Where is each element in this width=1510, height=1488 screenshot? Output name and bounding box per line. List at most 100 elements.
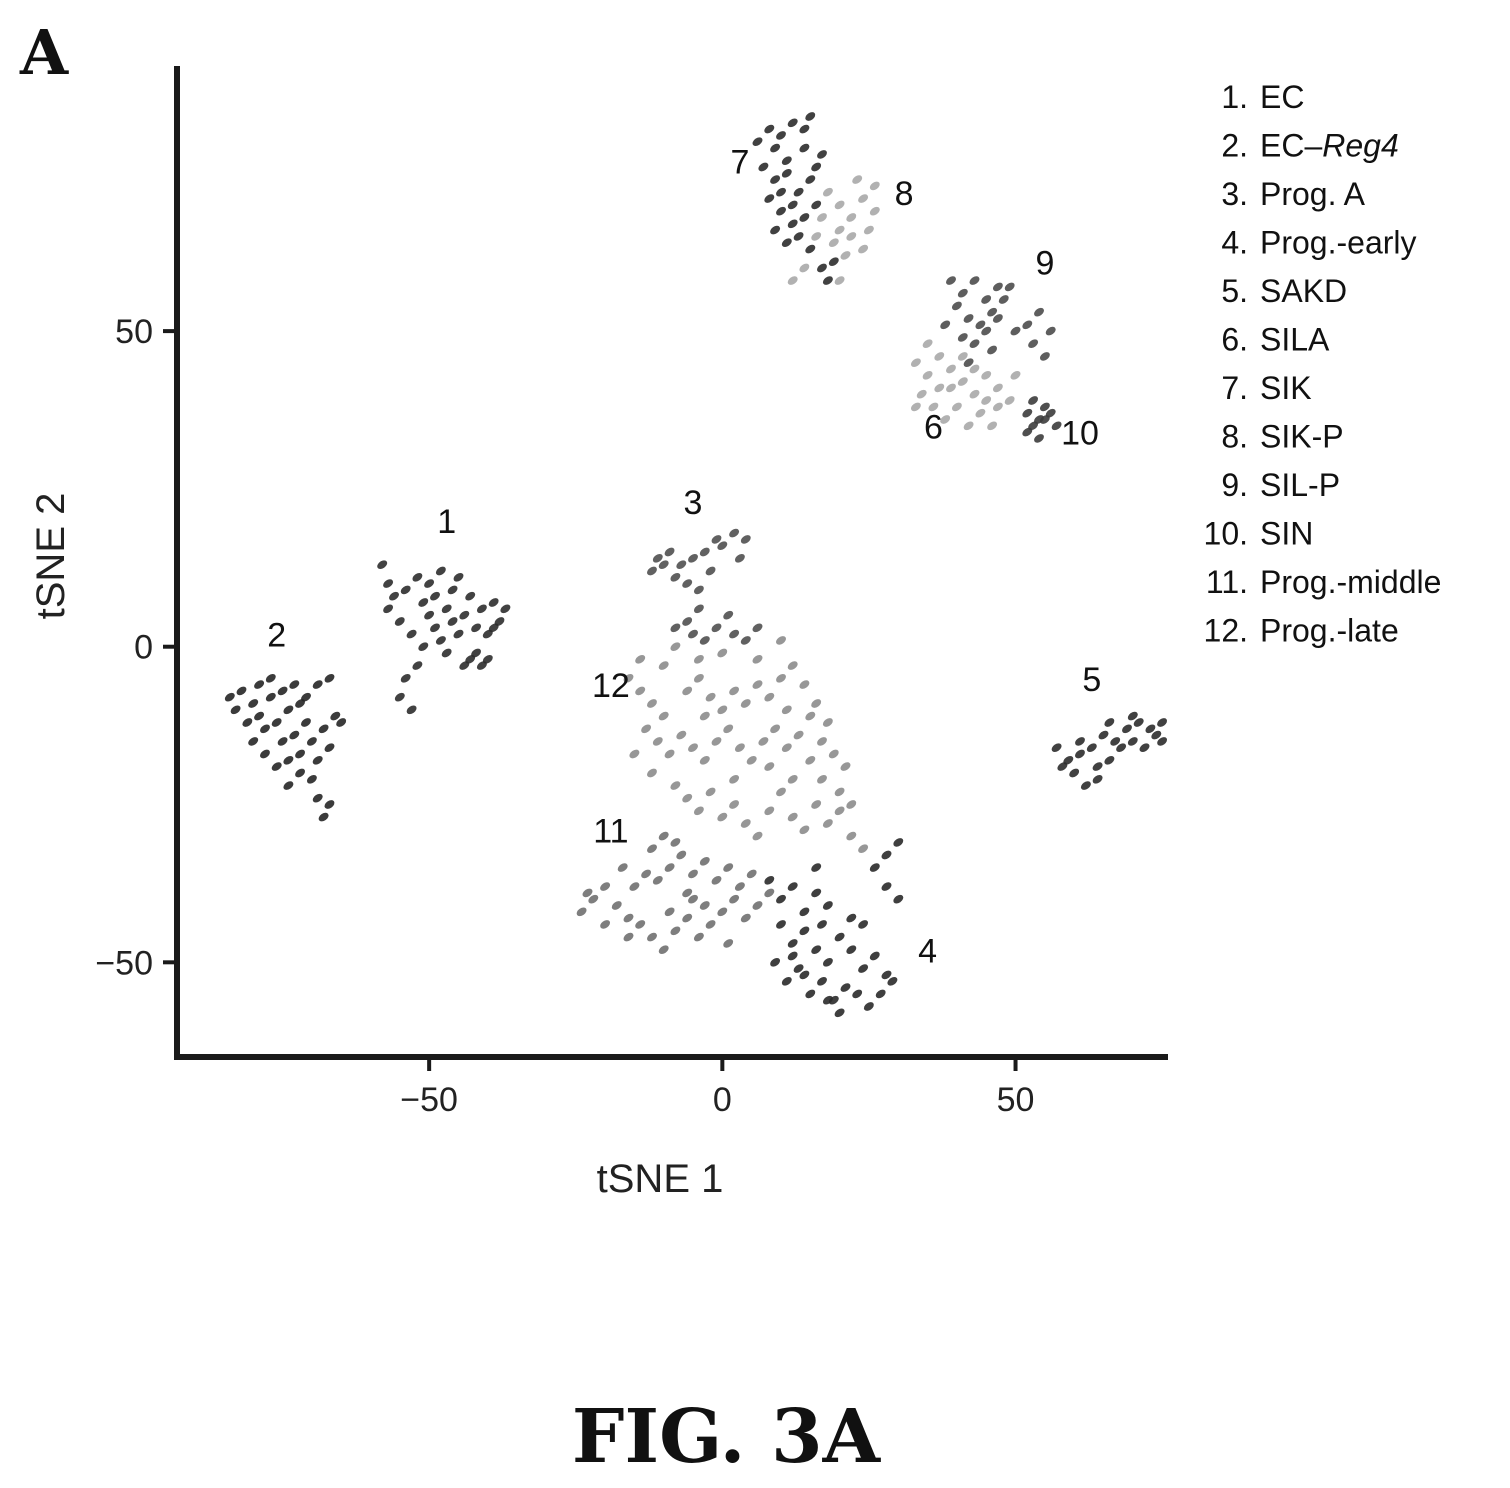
data-point: [641, 724, 652, 734]
data-point: [834, 276, 845, 285]
x-tick-label: 0: [713, 1081, 732, 1119]
y-tick-label: −50: [95, 944, 153, 982]
data-point: [324, 673, 335, 683]
data-point: [805, 112, 816, 121]
data-point: [277, 737, 288, 746]
legend-item-number: 4.: [1221, 225, 1248, 261]
data-point: [1157, 737, 1168, 746]
data-point: [840, 251, 851, 260]
data-point: [893, 894, 904, 904]
data-point: [693, 585, 704, 595]
data-point: [981, 370, 992, 380]
legend-item-number: 9.: [1221, 467, 1248, 503]
data-point: [752, 137, 763, 147]
data-point: [664, 907, 675, 917]
data-point: [1028, 396, 1039, 405]
data-point: [693, 806, 704, 816]
data-point: [846, 913, 857, 923]
data-point: [688, 869, 698, 879]
data-point: [910, 358, 921, 368]
data-point: [951, 402, 962, 412]
data-point: [799, 680, 810, 689]
data-point: [957, 333, 968, 342]
data-point: [934, 352, 945, 361]
data-point: [623, 913, 634, 923]
data-point: [629, 882, 640, 891]
data-point: [740, 699, 751, 708]
data-point: [277, 686, 288, 696]
data-point: [301, 718, 311, 727]
data-point: [418, 598, 429, 607]
data-point: [805, 711, 816, 721]
data-point: [324, 743, 335, 753]
data-point: [682, 793, 693, 803]
data-point: [476, 661, 487, 670]
data-point: [306, 774, 317, 784]
data-point: [670, 838, 681, 847]
data-point: [248, 737, 259, 746]
data-point: [951, 301, 962, 311]
data-point: [500, 604, 511, 614]
data-point: [224, 692, 235, 702]
data-point: [1069, 768, 1080, 778]
data-point: [840, 983, 851, 992]
data-point: [1039, 352, 1050, 361]
data-point: [418, 642, 429, 652]
data-point: [805, 244, 816, 254]
data-point: [424, 579, 435, 588]
data-point: [400, 673, 411, 683]
data-point: [846, 831, 857, 841]
data-point: [582, 888, 593, 898]
data-point: [846, 800, 857, 809]
data-point: [1022, 427, 1033, 437]
data-point: [394, 617, 405, 626]
ticks-layer: −50 0 50 50 0 −50: [95, 313, 1034, 1119]
data-point: [330, 711, 341, 721]
data-point: [670, 781, 681, 790]
data-point: [664, 863, 675, 872]
data-point: [447, 585, 458, 595]
data-point: [811, 162, 822, 172]
data-point: [1075, 737, 1085, 746]
data-point: [236, 686, 247, 696]
data-point: [383, 579, 394, 588]
data-point: [992, 314, 1003, 323]
cluster-label-7: 7: [730, 143, 749, 181]
data-point: [764, 888, 775, 898]
data-point: [811, 800, 822, 809]
data-point: [770, 175, 781, 184]
data-point: [1028, 421, 1039, 431]
data-point: [647, 768, 657, 778]
data-point: [658, 661, 669, 670]
data-point: [928, 402, 939, 412]
data-point: [1034, 434, 1044, 443]
data-point: [271, 718, 282, 727]
data-point: [893, 838, 904, 847]
data-point: [875, 989, 886, 999]
data-point: [576, 907, 587, 917]
data-point: [811, 863, 822, 872]
data-point: [734, 553, 745, 563]
data-point: [781, 156, 792, 166]
data-point: [248, 699, 259, 708]
data-point: [793, 232, 804, 241]
data-point: [699, 856, 710, 866]
data-point: [717, 812, 728, 822]
data-point: [992, 383, 1003, 393]
data-point: [916, 389, 927, 399]
cluster-1-points: [377, 560, 511, 715]
data-point: [752, 901, 763, 910]
data-point: [787, 661, 798, 670]
data-point: [412, 661, 423, 670]
y-axis-title: tSNE 2: [29, 493, 73, 620]
panel-label: A: [19, 16, 69, 89]
data-point: [1157, 718, 1168, 727]
data-point: [852, 175, 863, 184]
data-point: [764, 124, 775, 134]
legend-item-number: 12.: [1204, 613, 1248, 649]
data-point: [260, 724, 270, 734]
data-point: [787, 939, 798, 948]
data-point: [271, 762, 282, 771]
cluster-label-12: 12: [592, 667, 630, 705]
